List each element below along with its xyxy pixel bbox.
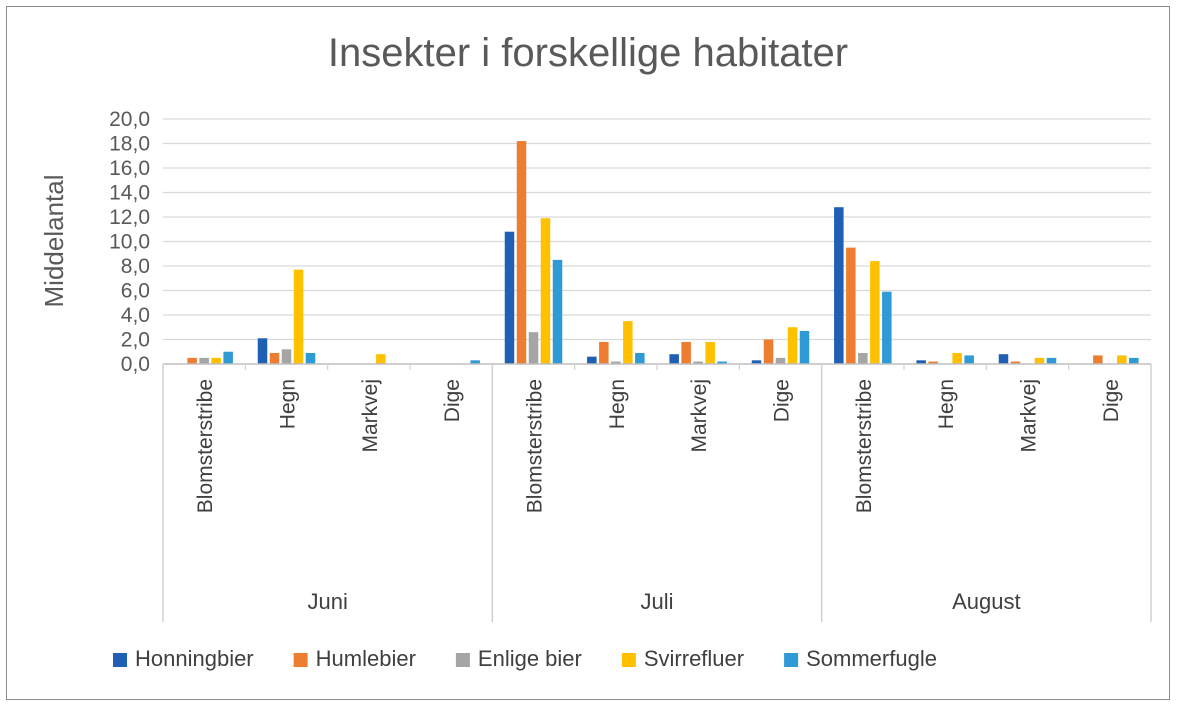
legend-swatch (113, 653, 127, 667)
bar (1129, 357, 1139, 364)
legend-label: Enlige bier (478, 646, 582, 671)
category-label: Dige (1100, 379, 1123, 422)
bar (187, 357, 197, 364)
bar (717, 361, 727, 364)
legend-label: Humlebier (316, 646, 416, 671)
bar (516, 141, 527, 364)
category-label: Hegn (606, 379, 629, 429)
bar (858, 352, 868, 364)
bar (599, 341, 609, 364)
y-tick-label: 6,0 (121, 280, 150, 303)
bar (199, 357, 209, 364)
bar (623, 321, 633, 364)
legend-label: Sommerfugle (806, 646, 937, 671)
bar (952, 352, 962, 364)
group-label: August (952, 589, 1021, 614)
bar (528, 332, 539, 364)
bar (928, 361, 938, 364)
category-label: Hegn (935, 379, 958, 429)
gridlines (163, 118, 1151, 341)
y-tick-labels: 0,02,04,06,08,010,012,014,016,018,020,0 (109, 108, 150, 376)
bar (1010, 361, 1021, 364)
group-labels: Juni Juli August (307, 589, 1020, 614)
legend-swatch (455, 653, 470, 667)
y-tick-label: 10,0 (109, 231, 150, 254)
bars (187, 141, 1139, 364)
bar (998, 354, 1009, 364)
legend-label: Honningbier (135, 646, 254, 671)
bar (705, 341, 715, 364)
bar (1034, 357, 1045, 364)
bar (587, 356, 597, 364)
y-tick-label: 16,0 (109, 157, 150, 180)
group-label: Juli (640, 589, 673, 614)
legend-item: Svirrefluer (621, 646, 744, 671)
category-label: Markvej (688, 379, 711, 453)
legend-swatch (784, 653, 799, 667)
bar (916, 360, 926, 364)
legend-item: Humlebier (293, 646, 416, 671)
bar (787, 327, 798, 364)
category-label: Dige (441, 379, 464, 422)
bar (470, 360, 480, 364)
category-label: Blomsterstribe (524, 379, 547, 513)
y-tick-label: 2,0 (121, 329, 150, 352)
y-tick-label: 8,0 (121, 255, 150, 278)
bar (870, 261, 880, 364)
bar (681, 341, 691, 364)
y-tick-label: 0,0 (121, 353, 150, 376)
bar (763, 339, 774, 364)
bar (376, 354, 386, 364)
legend-swatch (621, 653, 636, 667)
axes (162, 363, 1152, 622)
chart-title: Insekter i forskellige habitater (328, 31, 848, 75)
bar (1093, 355, 1103, 364)
category-label: Dige (771, 379, 794, 422)
bar (799, 330, 810, 364)
y-tick-label: 12,0 (109, 206, 150, 229)
bar (269, 352, 280, 364)
bar (504, 231, 515, 364)
bar (223, 351, 233, 364)
bar (293, 269, 304, 364)
legend-item: Sommerfugle (784, 646, 937, 671)
bar (611, 361, 621, 364)
bar (1046, 357, 1057, 364)
y-tick-label: 18,0 (109, 133, 150, 156)
bar (257, 338, 268, 364)
legend-item: Enlige bier (455, 646, 582, 671)
y-tick-label: 4,0 (121, 304, 150, 327)
bar (281, 349, 292, 364)
category-label: Blomsterstribe (194, 379, 217, 513)
bar (882, 291, 892, 364)
bar (834, 207, 844, 364)
y-tick-label: 14,0 (109, 182, 150, 205)
bar (964, 355, 974, 364)
y-axis-label: Middelantal (39, 175, 69, 308)
bar (635, 352, 645, 364)
bar (1117, 355, 1127, 364)
bar (775, 357, 786, 364)
bar (669, 354, 679, 364)
bar (540, 218, 551, 364)
category-label: Markvej (1018, 379, 1041, 453)
legend-item: Honningbier (113, 646, 254, 671)
category-labels: Blomsterstribe Hegn Markvej Dige Blomsterstr… (194, 379, 1123, 513)
bar (305, 352, 316, 364)
category-label: Blomsterstribe (853, 379, 876, 513)
bar (751, 360, 762, 364)
category-label: Hegn (277, 379, 300, 429)
group-label: Juni (307, 589, 347, 614)
bar (693, 361, 703, 364)
bar (552, 259, 563, 364)
bar (846, 247, 856, 364)
legend-label: Svirrefluer (644, 646, 744, 671)
legend: Honningbier Humlebier Enlige bier Svirreflu… (113, 646, 937, 671)
y-tick-label: 20,0 (109, 108, 150, 131)
category-label: Markvej (359, 379, 382, 453)
legend-swatch (293, 653, 308, 667)
bar (211, 357, 221, 364)
chart-frame (6, 6, 1170, 700)
